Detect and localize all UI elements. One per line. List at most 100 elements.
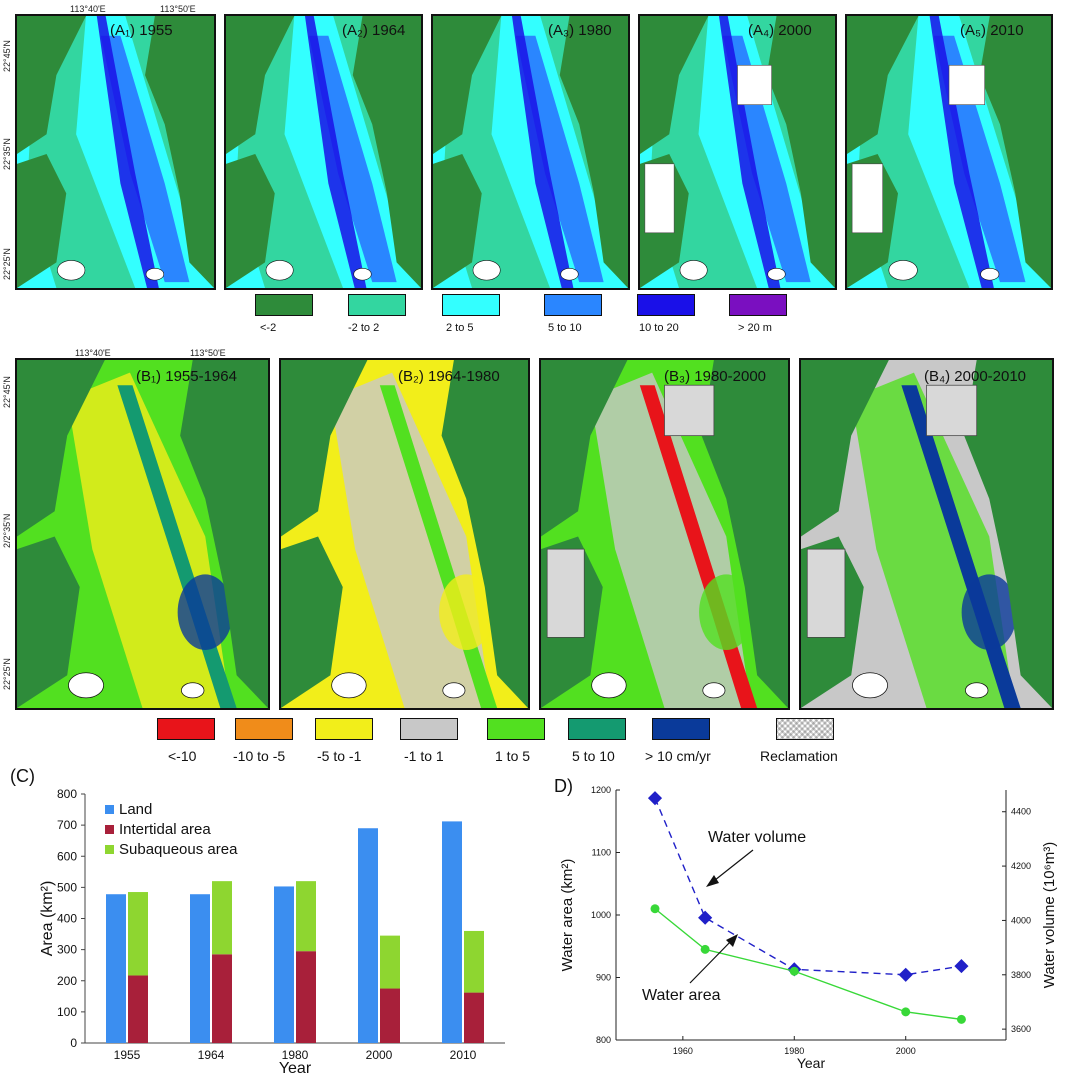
island (702, 682, 726, 699)
bar-land (106, 894, 126, 1043)
x-tick-label: 1964 (198, 1048, 225, 1062)
legend-a-label-2: -2 to 2 (348, 322, 380, 334)
bar-intertidal (296, 951, 316, 1043)
east-land (979, 16, 1051, 288)
water-area-point (789, 966, 799, 976)
island (68, 672, 104, 699)
x-tick-label: 1980 (282, 1048, 309, 1062)
y-axis-label: Area (km²) (39, 881, 56, 957)
legend-b-swatch-2 (235, 718, 293, 740)
legend-a-label-3: 2 to 5 (446, 322, 474, 334)
annotation-water-volume: Water volume (708, 829, 806, 846)
reclamation-grid (948, 64, 986, 105)
west-shore (226, 153, 275, 288)
y-tick-label: 500 (57, 880, 77, 894)
legend-b-swatch-4 (400, 718, 458, 740)
y-tick-label-left: 1000 (591, 910, 611, 920)
y-axis-label-left: Water area (km²) (559, 859, 576, 972)
deep-water (100, 35, 190, 283)
west-land (17, 360, 105, 537)
panel-label: (C) (10, 766, 35, 786)
legend-b-swatch-3 (315, 718, 373, 740)
water-volume-point (647, 791, 663, 806)
change-map (281, 360, 528, 708)
island (472, 260, 501, 281)
legend-label: Intertidal area (119, 821, 211, 838)
panel-label-b4: (B₄) 2000-2010 (924, 368, 1027, 385)
lat-label-b-3: 22°25'N (2, 658, 12, 690)
legend-swatch (105, 805, 114, 814)
island (888, 260, 918, 281)
legend-b-swatch-6 (568, 718, 626, 740)
bathymetry-map (17, 16, 214, 288)
reclamation-area (546, 548, 585, 638)
annotation-water-area: Water area (642, 987, 721, 1004)
legend-a-swatch-5 (637, 294, 695, 316)
bar-subaqueous (128, 892, 148, 976)
legend-b-label-8: Reclamation (760, 748, 838, 764)
y-tick-label-left: 900 (596, 973, 611, 983)
legend-a-swatch-2 (348, 294, 406, 316)
legend-b-label-1: <-10 (168, 748, 197, 764)
map-panel-b4 (799, 358, 1054, 710)
island (852, 672, 888, 699)
main-channel (96, 16, 159, 288)
y-axis-label-right: Water volume (10⁶m³) (1041, 842, 1058, 988)
legend-b-label-4: -1 to 1 (404, 748, 444, 764)
change-patch (439, 574, 494, 650)
bathymetry-map (433, 16, 628, 288)
annotation-arrowhead (726, 934, 738, 947)
y-tick-label: 0 (70, 1036, 77, 1050)
annotation-arrow (689, 937, 735, 984)
panel-label-b3: (B₃) 1980-2000 (664, 368, 767, 385)
water-volume-point (698, 910, 713, 925)
island (353, 267, 372, 281)
map-panel-b1 (15, 358, 270, 710)
annotation-arrow (709, 849, 754, 885)
bathymetry-map (640, 16, 835, 288)
island (57, 260, 86, 281)
legend-label: Land (119, 801, 152, 818)
island (679, 260, 708, 281)
x-tick-label: 2000 (896, 1046, 916, 1056)
legend-b-label-6: 5 to 10 (572, 748, 615, 764)
reclamation-grid (644, 163, 675, 234)
legend-a-swatch-3 (442, 294, 500, 316)
water-area-point (901, 1007, 911, 1017)
x-tick-label: 1960 (673, 1046, 693, 1056)
east-land (180, 360, 268, 708)
legend-label: Subaqueous area (119, 841, 238, 858)
legend-b-label-5: 1 to 5 (495, 748, 531, 764)
west-land (541, 360, 628, 537)
y-tick-label: 800 (57, 787, 77, 801)
y-tick-label-left: 800 (596, 1035, 611, 1045)
map-panel-a1 (15, 14, 216, 290)
legend-swatch (105, 845, 114, 854)
west-land (640, 16, 709, 154)
legend-a-label-5: 10 to 20 (639, 322, 679, 334)
change-map (801, 360, 1052, 708)
main-channel (304, 16, 367, 288)
y-tick-label: 200 (57, 974, 77, 988)
bar-intertidal (380, 988, 400, 1043)
y-tick-label: 600 (57, 849, 77, 863)
island (591, 672, 627, 699)
panel-label-a5: (A₅) 2010 (960, 22, 1024, 39)
water-volume-point (954, 959, 969, 974)
map-panel-b2 (279, 358, 530, 710)
lat-label-b-1: 22°45'N (2, 376, 12, 408)
west-shore (281, 536, 343, 708)
east-land (559, 16, 628, 288)
legend-b-label-2: -10 to -5 (233, 748, 286, 764)
water-area-point (700, 944, 710, 954)
panel-label-b2: (B₂) 1964-1980 (398, 368, 500, 385)
change-patch (177, 574, 233, 650)
change-patch (699, 574, 754, 650)
water-line-chart: D) 800 900 1000 1100 1200 3600 3800 4000 4200 4400… (554, 776, 1058, 1071)
main-channel (929, 16, 994, 288)
y-tick-label-right: 4000 (1011, 915, 1031, 925)
y-tick-label-left: 1200 (591, 785, 611, 795)
island (265, 260, 294, 281)
island (145, 267, 165, 281)
bar-subaqueous (212, 881, 232, 955)
